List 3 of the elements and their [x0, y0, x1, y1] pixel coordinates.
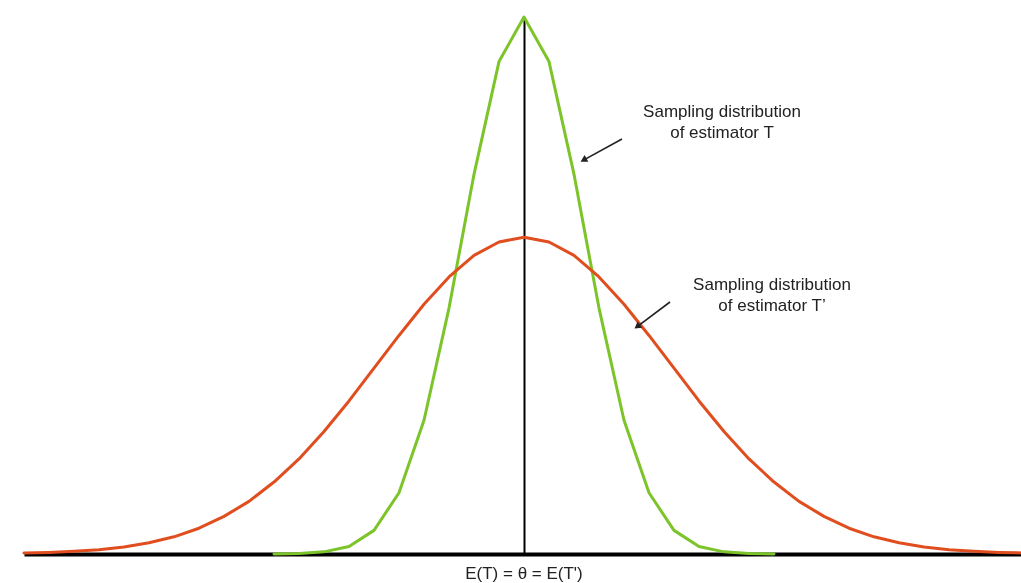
annotation: Sampling distribution of estimator T’	[693, 275, 851, 315]
text: E(T) = θ = E(T')	[465, 564, 583, 583]
annotation: Sampling distribution of estimator T	[643, 102, 801, 142]
